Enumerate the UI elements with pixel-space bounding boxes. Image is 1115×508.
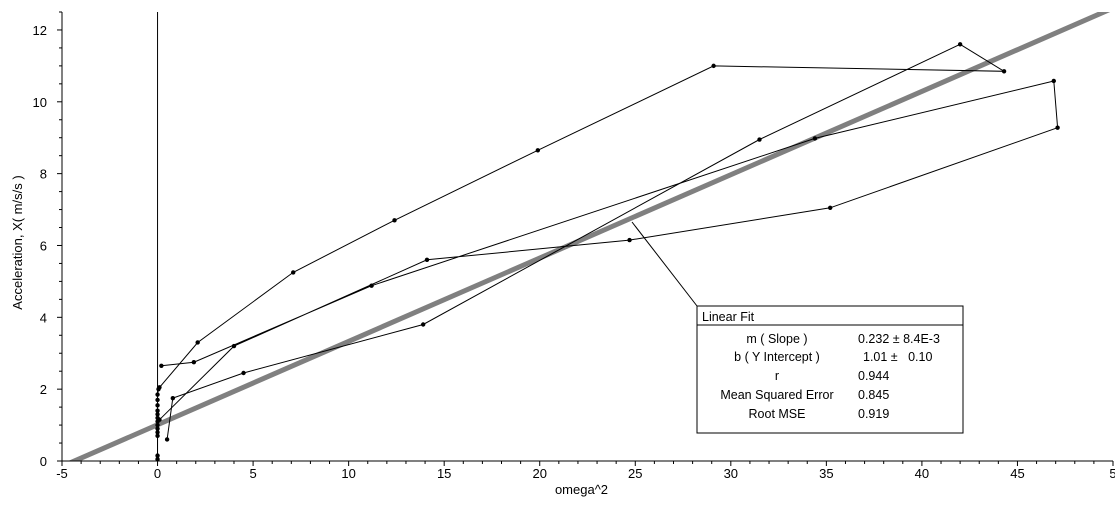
data-point bbox=[1055, 125, 1060, 130]
y-tick-label: 2 bbox=[40, 382, 47, 397]
data-point bbox=[164, 437, 170, 442]
data-point bbox=[155, 422, 160, 428]
fit-row-value: 1.01 ± 0.10 bbox=[863, 350, 932, 364]
data-point bbox=[291, 270, 296, 275]
fit-box-frame bbox=[696, 305, 964, 434]
y-tick-label: 12 bbox=[33, 23, 47, 38]
y-axis-label: Acceleration, X( m/s/s ) bbox=[10, 175, 25, 309]
fit-line bbox=[68, 12, 1111, 461]
data-point bbox=[155, 433, 160, 439]
data-point bbox=[159, 363, 164, 369]
fit-row-value: 0.919 bbox=[858, 407, 889, 421]
y-tick-label: 8 bbox=[40, 167, 47, 182]
data-point bbox=[155, 392, 160, 397]
fit-box: Linear Fit m ( Slope ) 0.232 ± 8.4E-3 b … bbox=[631, 221, 964, 434]
data-point bbox=[155, 426, 160, 431]
fit-row-value: 0.232 ± 8.4E-3 bbox=[858, 332, 940, 346]
data-point bbox=[170, 395, 176, 401]
data-point bbox=[155, 457, 160, 461]
x-tick-label: 5 bbox=[249, 466, 256, 481]
fit-row-name: Mean Squared Error bbox=[720, 388, 833, 402]
plot-area bbox=[68, 12, 1111, 461]
data-point bbox=[191, 360, 197, 365]
data-point bbox=[369, 283, 374, 288]
x-tick-label: -5 bbox=[56, 466, 68, 481]
data-point bbox=[424, 257, 430, 263]
data-point bbox=[627, 237, 632, 243]
y-tick-label: 10 bbox=[33, 95, 47, 110]
data-point bbox=[157, 417, 162, 422]
data-point bbox=[155, 408, 160, 413]
data-point bbox=[392, 218, 397, 223]
data-point bbox=[155, 430, 160, 435]
data-point bbox=[535, 148, 541, 153]
plot-layer bbox=[68, 12, 1111, 461]
data-point bbox=[757, 137, 762, 142]
y-tick-label: 0 bbox=[40, 454, 47, 469]
x-tick-label: 45 bbox=[1010, 466, 1024, 481]
y-tick-label: 6 bbox=[40, 238, 47, 253]
x-tick-label: 40 bbox=[915, 466, 929, 481]
data-point bbox=[231, 343, 237, 349]
x-tick-label: 5 bbox=[1109, 466, 1115, 481]
data-point bbox=[812, 136, 818, 141]
x-tick-label: 25 bbox=[628, 466, 642, 481]
x-tick-label: 20 bbox=[532, 466, 546, 481]
fit-row-name: m ( Slope ) bbox=[746, 332, 807, 346]
data-point bbox=[155, 403, 160, 408]
data-point bbox=[155, 412, 160, 417]
data-point bbox=[241, 370, 246, 376]
data-point bbox=[957, 42, 963, 47]
x-tick-label: 10 bbox=[341, 466, 355, 481]
data-point bbox=[711, 63, 716, 69]
fit-row-name: b ( Y Intercept ) bbox=[734, 350, 820, 364]
fit-row-name: r bbox=[775, 369, 779, 383]
data-point bbox=[155, 453, 160, 458]
y-tick-label: 4 bbox=[40, 310, 47, 325]
fit-row-name: Root MSE bbox=[749, 407, 806, 421]
x-tick-label: 30 bbox=[724, 466, 738, 481]
x-tick-label: 35 bbox=[819, 466, 833, 481]
fit-box-title: Linear Fit bbox=[702, 310, 755, 324]
x-tick-label: 0 bbox=[154, 466, 161, 481]
fit-row-value: 0.944 bbox=[858, 369, 889, 383]
x-tick-label: 15 bbox=[437, 466, 451, 481]
data-point bbox=[420, 322, 426, 327]
axis-layer: -5 0 5 10 15 20 25 30 35 40 45 5024681012omega^2Acc… bbox=[10, 11, 1115, 497]
fit-box-leader-line bbox=[631, 221, 698, 307]
data-point bbox=[827, 205, 833, 210]
data-point bbox=[155, 397, 160, 403]
x-axis-label: omega^2 bbox=[555, 482, 608, 497]
data-point bbox=[1051, 78, 1056, 84]
data-point bbox=[1001, 69, 1007, 74]
fit-row-value: 0.845 bbox=[858, 388, 889, 402]
data-point bbox=[157, 385, 162, 390]
data-point bbox=[195, 340, 200, 345]
